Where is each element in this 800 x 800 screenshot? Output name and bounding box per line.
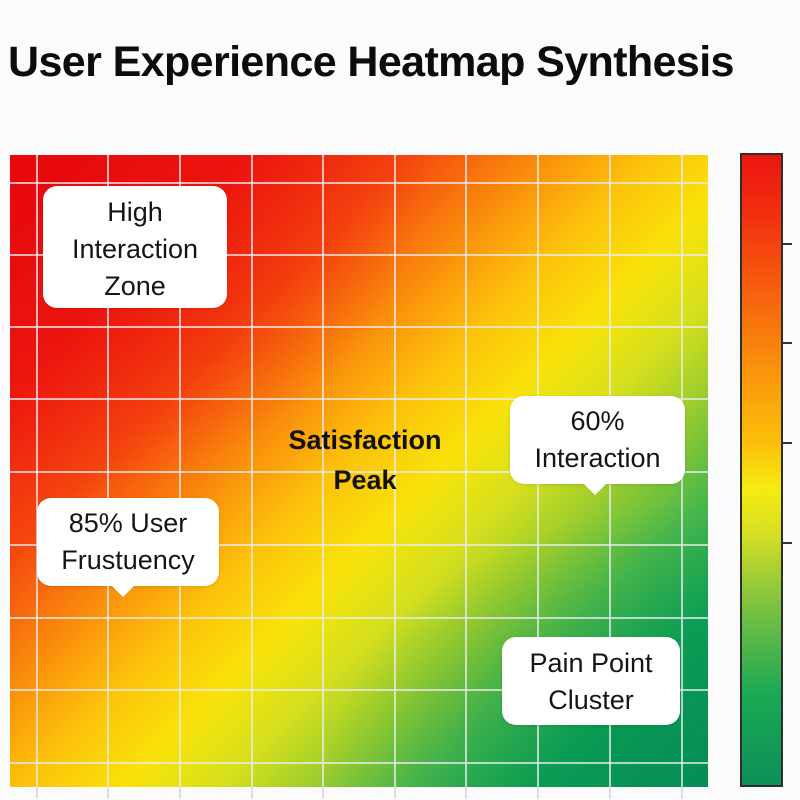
colorbar-tick [783,243,792,245]
x-axis-tick [251,787,253,799]
colorbar-tick [783,342,792,344]
annotation-satisfaction-peak: Satisfaction Peak [270,420,460,500]
x-axis-tick [322,787,324,799]
annotation-high-interaction-zone: High Interaction Zone [43,186,227,308]
annotation-interaction-60: 60% Interaction [510,396,685,495]
annotation-pain-point-cluster: Pain Point Cluster [502,637,680,725]
grid-line-horizontal [10,617,708,619]
grid-line-horizontal [10,471,708,473]
grid-line-horizontal [10,544,708,546]
x-axis-tick [681,787,683,799]
colorbar-tick [783,442,792,444]
annotation-text: Frustuency [61,545,195,575]
grid-line-horizontal [10,254,708,256]
annotation-text: Satisfaction [288,425,442,455]
grid-line-horizontal [10,398,708,400]
grid-line-horizontal [10,326,708,328]
annotation-text: Peak [333,465,397,495]
annotation-text: 60% [570,406,625,436]
annotation-user-frustration: 85% User Frustuency [37,498,219,597]
x-axis-tick [394,787,396,799]
annotation-text: Zone [104,271,166,301]
annotation-text: 85% User [68,508,188,538]
grid-line-horizontal [10,762,708,764]
chart-title: User Experience Heatmap Synthesis [8,38,734,86]
annotation-text: Pain Point [529,648,653,678]
x-axis-tick [465,787,467,799]
annotation-text: Cluster [548,685,634,715]
colorbar-tick [783,542,792,544]
grid-line-horizontal [10,182,708,184]
x-axis-tick [537,787,539,799]
x-axis-tick [609,787,611,799]
annotation-text: High [107,197,163,227]
x-axis-tick [179,787,181,799]
colorbar [740,153,783,787]
x-axis-tick [107,787,109,799]
grid-line-horizontal [10,689,708,691]
annotation-text: Interaction [71,234,199,264]
annotation-text: Interaction [534,443,661,473]
x-axis-tick [36,787,38,799]
